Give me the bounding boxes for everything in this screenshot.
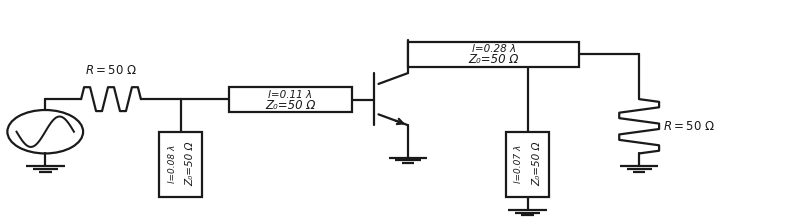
Text: Z₀=50 Ω: Z₀=50 Ω [532, 142, 542, 187]
Text: $R{=}50\ \Omega$: $R{=}50\ \Omega$ [85, 64, 137, 77]
Bar [229, 87, 352, 112]
Text: l=0.28 λ: l=0.28 λ [472, 44, 516, 54]
Bar [408, 42, 579, 67]
Text: Z₀=50 Ω: Z₀=50 Ω [469, 53, 519, 66]
Text: $R{=}50\ \Omega$: $R{=}50\ \Omega$ [663, 120, 715, 133]
Text: l=0.11 λ: l=0.11 λ [268, 90, 313, 100]
Text: l=0.07 λ: l=0.07 λ [514, 145, 523, 183]
Bar [159, 132, 202, 197]
Text: l=0.08 λ: l=0.08 λ [168, 145, 177, 183]
Text: Z₀=50 Ω: Z₀=50 Ω [265, 99, 315, 112]
Text: Z₀=50 Ω: Z₀=50 Ω [186, 142, 195, 187]
Bar [506, 132, 549, 197]
